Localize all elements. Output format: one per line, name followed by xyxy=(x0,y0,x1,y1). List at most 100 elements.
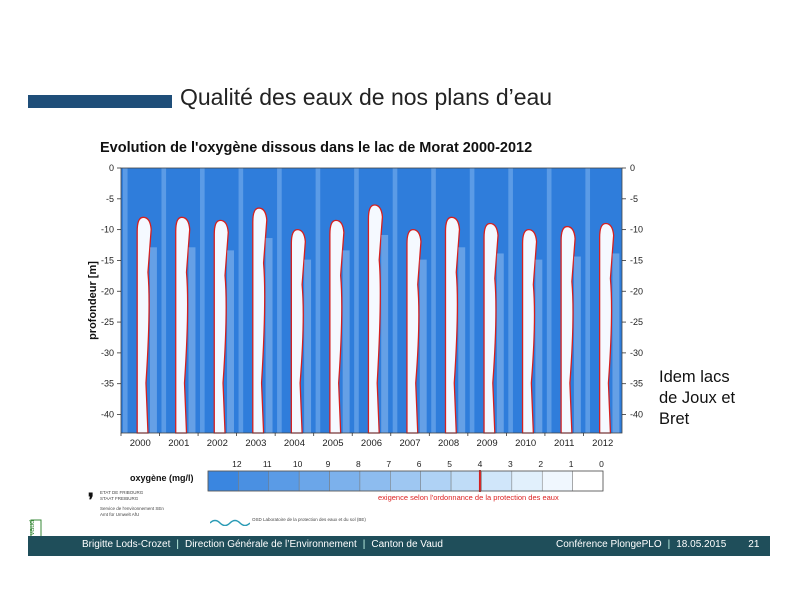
gradient-halo xyxy=(188,247,196,433)
vaud-logo-text: vaud xyxy=(29,520,36,536)
x-tick-label: 2009 xyxy=(477,438,498,449)
y-tick-label: -5 xyxy=(106,194,114,204)
y-tick-label: -10 xyxy=(630,225,643,235)
colorbar-cell xyxy=(238,470,270,492)
colorbar-tick-label: 12 xyxy=(232,459,242,469)
logo-line: Service de l'environnement SEn xyxy=(100,506,164,511)
footer-bar xyxy=(28,536,770,556)
y-tick-label: 0 xyxy=(109,163,114,173)
colorbar-cell xyxy=(481,470,513,492)
threshold-contour xyxy=(598,222,615,434)
gradient-halo xyxy=(381,234,389,433)
plot-area xyxy=(121,168,622,434)
side-note-line: Bret xyxy=(659,410,690,428)
colorbar-cell xyxy=(298,470,330,492)
gradient-halo xyxy=(573,256,581,433)
gradient-halo xyxy=(265,238,273,433)
winter-stripe xyxy=(585,168,591,433)
colorbar-tick-label: 5 xyxy=(447,459,452,469)
x-tick-label: 2007 xyxy=(399,438,420,449)
logo-line: Amt für Umwelt AfU xyxy=(100,512,140,517)
colorbar-tick-label: 3 xyxy=(508,459,513,469)
colorbar-cell xyxy=(359,470,391,492)
colorbar-tick-label: 2 xyxy=(538,459,543,469)
logo-line: STAAT FREIBURG xyxy=(100,496,139,501)
x-tick-label: 2008 xyxy=(438,438,459,449)
title-accent-bar xyxy=(28,95,172,108)
colorbar-tick-label: 10 xyxy=(293,459,303,469)
threshold-contour xyxy=(136,216,152,434)
threshold-contour xyxy=(483,222,499,434)
y-tick-label: -20 xyxy=(101,286,114,296)
threshold-contour xyxy=(175,216,191,434)
osd-logo-icon xyxy=(210,519,250,526)
colorbar-tick-label: 7 xyxy=(386,459,391,469)
winter-stripe xyxy=(392,168,398,433)
footer-canton: Canton de Vaud xyxy=(371,539,443,550)
side-note-line: de Joux et xyxy=(659,389,736,407)
gradient-halo xyxy=(149,247,157,433)
y-tick-label: -40 xyxy=(101,410,114,420)
y-tick-label: -25 xyxy=(630,317,643,327)
colorbar-tick-label: 8 xyxy=(356,459,361,469)
y-tick-label: -30 xyxy=(101,348,114,358)
y-tick-label: -5 xyxy=(630,194,638,204)
colorbar-cell xyxy=(329,470,361,492)
x-tick-label: 2000 xyxy=(130,438,151,449)
gradient-halo xyxy=(419,259,427,433)
gradient-halo xyxy=(496,253,504,433)
x-tick-label: 2003 xyxy=(245,438,266,449)
winter-stripe xyxy=(354,168,359,433)
threshold-contour xyxy=(252,207,268,434)
side-note-line: Idem lacs xyxy=(659,368,730,386)
winter-stripe xyxy=(431,168,436,433)
colorbar-cell xyxy=(511,470,543,492)
y-tick-label: -25 xyxy=(101,317,114,327)
footer-date: 18.05.2015 xyxy=(676,539,727,550)
y-axis-label: profondeur [m] xyxy=(87,261,99,340)
winter-stripe xyxy=(161,168,167,433)
gradient-halo xyxy=(342,250,350,433)
x-tick-label: 2001 xyxy=(168,438,189,449)
osd-logo-text: OSD Laboratoire de la protection des eau… xyxy=(252,517,366,522)
x-tick-label: 2010 xyxy=(515,438,536,449)
x-tick-label: 2011 xyxy=(554,438,574,449)
threshold-contour xyxy=(560,225,576,434)
fribourg-logo-mark: ❜ xyxy=(88,490,94,510)
colorbar-border xyxy=(207,470,604,492)
colorbar-cell xyxy=(572,470,604,492)
colorbar-tick-label: 9 xyxy=(326,459,331,469)
y-tick-label: -20 xyxy=(630,286,643,296)
y-tick-label: -15 xyxy=(101,255,114,265)
colorbar-tick-label: 1 xyxy=(569,459,574,469)
colorbar-tick-label: 6 xyxy=(417,459,422,469)
threshold-contour xyxy=(329,219,345,434)
winter-stripe xyxy=(469,168,475,433)
x-tick-label: 2012 xyxy=(592,438,613,449)
winter-stripe xyxy=(277,168,282,433)
threshold-note: exigence selon l'ordonnance de la protec… xyxy=(378,493,559,502)
x-tick-label: 2004 xyxy=(284,438,305,449)
footer-left: Brigitte Lods-Crozet | Direction Générale … xyxy=(82,539,443,550)
colorbar: 12 11 10 9 8 7 6 5 4 3 2 1 0 xyxy=(207,459,604,492)
colorbar-cell xyxy=(420,470,452,492)
colorbar-tick-label: 0 xyxy=(599,459,604,469)
side-note: Idem lacs de Joux et Bret xyxy=(659,367,789,430)
colorbar-label: oxygène (mg/l) xyxy=(130,473,194,483)
y-tick-label: -30 xyxy=(630,348,643,358)
colorbar-tick-label: 4 xyxy=(478,459,483,469)
gradient-halo xyxy=(612,253,620,433)
threshold-contour xyxy=(290,228,306,434)
y-tick-label: -15 xyxy=(630,255,643,265)
colorbar-cell xyxy=(390,470,421,492)
threshold-contour xyxy=(521,228,538,434)
colorbar-cell xyxy=(268,470,300,492)
threshold-contour xyxy=(367,204,384,434)
y-tick-label: -10 xyxy=(101,225,114,235)
axes: 0 0 -5 -5 -10 -10 -15 -15 -20 -20 -25 -25 -30 -30 -35 -… xyxy=(87,163,643,449)
plot-border xyxy=(120,167,623,434)
footer-event: Conférence PlongePLO xyxy=(556,539,662,550)
gradient-halo xyxy=(458,247,466,433)
y-tick-label: -35 xyxy=(630,379,643,389)
